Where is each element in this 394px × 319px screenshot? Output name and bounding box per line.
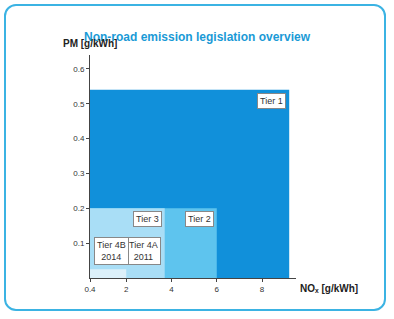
svg-text:Non-road emission legislation: Non-road emission legislation overview [84, 30, 311, 44]
svg-text:0.1: 0.1 [73, 239, 85, 248]
svg-text:PM [g/kWh]: PM [g/kWh] [63, 38, 117, 49]
svg-text:Tier 4B2014: Tier 4B2014 [97, 240, 126, 262]
svg-text:NOₓ [g/kWh]: NOₓ [g/kWh] [300, 283, 358, 294]
svg-text:0.3: 0.3 [73, 169, 85, 178]
svg-text:0.6: 0.6 [73, 65, 85, 74]
svg-text:0.2: 0.2 [73, 204, 85, 213]
svg-text:0.4: 0.4 [73, 134, 85, 143]
svg-text:6: 6 [215, 285, 220, 294]
svg-text:4: 4 [169, 285, 174, 294]
svg-text:2: 2 [124, 285, 129, 294]
svg-text:0.5: 0.5 [73, 100, 85, 109]
svg-text:0.4: 0.4 [84, 285, 96, 294]
svg-text:8: 8 [260, 285, 265, 294]
svg-text:Tier 2: Tier 2 [188, 214, 211, 224]
svg-text:Tier 3: Tier 3 [136, 214, 159, 224]
svg-text:Tier 4A2011: Tier 4A2011 [129, 240, 158, 262]
svg-text:Tier 1: Tier 1 [260, 96, 283, 106]
